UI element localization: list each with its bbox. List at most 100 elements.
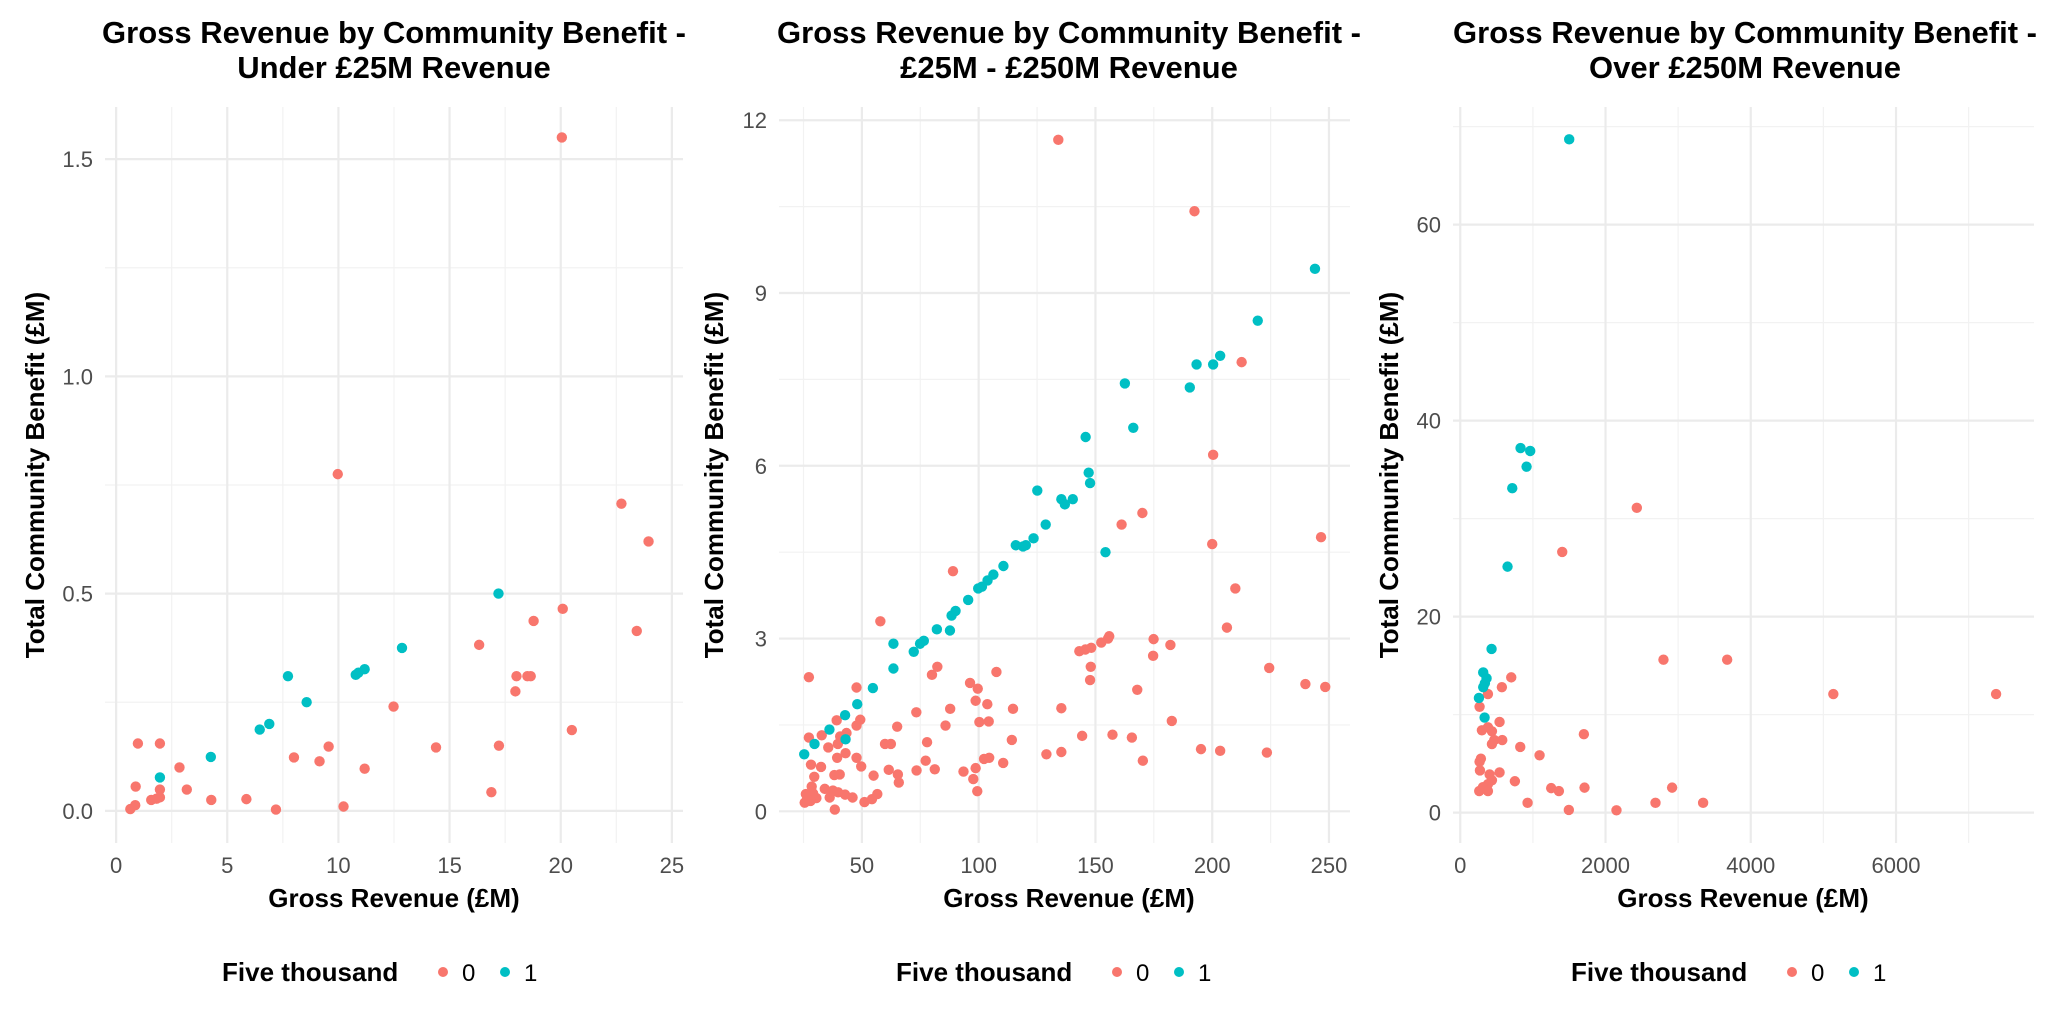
y-tick-label: 1.5 xyxy=(62,147,93,172)
panel-title-line-2: Under £25M Revenue xyxy=(237,50,551,85)
data-point-series-0 xyxy=(1506,672,1517,683)
data-point-series-1 xyxy=(1100,546,1111,558)
x-axis-title: Gross Revenue (£M) xyxy=(943,883,1194,913)
data-point-series-1 xyxy=(205,751,217,763)
y-tick-label: 3 xyxy=(755,627,767,652)
data-point-series-0 xyxy=(803,671,815,683)
data-point-series-1 xyxy=(1020,540,1032,551)
data-point-series-0 xyxy=(809,771,820,782)
y-tick-label: 20 xyxy=(1417,605,1441,630)
data-point-series-0 xyxy=(1631,502,1643,514)
y-tick-label: 40 xyxy=(1417,409,1441,434)
data-point-series-1 xyxy=(973,583,984,594)
data-point-series-0 xyxy=(1300,678,1311,690)
data-point-series-0 xyxy=(1579,782,1590,793)
data-point-series-0 xyxy=(1195,743,1207,755)
data-point-series-0 xyxy=(1221,622,1233,633)
data-points xyxy=(1473,134,2002,816)
data-point-series-0 xyxy=(1474,701,1485,712)
legend: Five thousand 0 1 xyxy=(222,957,537,987)
data-point-series-1 xyxy=(946,610,957,621)
data-point-series-0 xyxy=(132,738,144,749)
data-point-series-1 xyxy=(914,638,926,649)
data-point-series-1 xyxy=(962,594,974,606)
data-point-series-0 xyxy=(1658,654,1669,665)
x-tick-label: 4000 xyxy=(1726,853,1775,878)
legend-marker-0 xyxy=(1112,967,1122,977)
data-point-series-1 xyxy=(396,642,408,654)
data-point-series-0 xyxy=(1474,785,1485,797)
data-point-series-0 xyxy=(834,769,845,780)
legend-title: Five thousand xyxy=(222,957,398,987)
gridlines xyxy=(779,107,1350,843)
legend-marker-0 xyxy=(438,967,448,977)
data-point-series-0 xyxy=(1207,538,1218,550)
data-point-series-0 xyxy=(815,761,827,773)
data-point-series-0 xyxy=(831,752,843,763)
data-point-series-0 xyxy=(920,755,931,766)
data-point-series-1 xyxy=(1083,467,1094,478)
y-tick-label: 0.5 xyxy=(62,582,93,607)
data-point-series-0 xyxy=(270,804,282,815)
y-tick-label: 9 xyxy=(755,281,767,306)
y-tick-label: 1.0 xyxy=(62,364,93,389)
data-point-series-0 xyxy=(1486,738,1498,750)
data-point-series-0 xyxy=(1056,703,1067,714)
data-point-series-0 xyxy=(991,666,1002,678)
data-point-series-0 xyxy=(883,764,894,776)
data-point-series-0 xyxy=(288,752,300,763)
data-point-series-0 xyxy=(805,795,816,807)
data-point-series-1 xyxy=(1507,483,1518,494)
data-point-series-0 xyxy=(1116,519,1127,530)
legend-label-0: 0 xyxy=(1136,960,1149,987)
data-point-series-0 xyxy=(332,468,343,480)
data-point-series-0 xyxy=(493,740,505,751)
data-point-series-1 xyxy=(867,682,879,694)
tick-labels: 0 3 6 9 12 50 100 150 200 250 xyxy=(743,108,1348,878)
panel-title-line-1: Gross Revenue by Community Benefit - xyxy=(102,15,686,50)
data-point-series-0 xyxy=(174,762,185,773)
data-point-series-0 xyxy=(831,715,842,726)
panel-title-line-1: Gross Revenue by Community Benefit - xyxy=(777,15,1361,50)
data-point-series-0 xyxy=(964,677,976,689)
data-point-series-0 xyxy=(181,784,193,795)
data-point-series-0 xyxy=(805,759,817,770)
y-axis-title: Total Community Benefit (£M) xyxy=(699,292,729,658)
data-point-series-0 xyxy=(824,792,835,803)
data-point-series-0 xyxy=(1096,637,1107,648)
data-point-series-1 xyxy=(1207,359,1219,370)
data-point-series-0 xyxy=(1474,756,1485,767)
data-point-series-1 xyxy=(1040,519,1051,530)
data-point-series-0 xyxy=(868,770,879,781)
data-point-series-1 xyxy=(1067,493,1078,505)
x-tick-label: 15 xyxy=(437,853,461,878)
data-point-series-0 xyxy=(616,498,627,509)
data-point-series-1 xyxy=(1502,561,1513,572)
data-point-series-0 xyxy=(851,720,862,731)
data-point-series-0 xyxy=(1126,732,1138,743)
data-point-series-1 xyxy=(264,718,275,730)
data-point-series-0 xyxy=(823,742,834,753)
data-point-series-1 xyxy=(1084,477,1096,489)
data-point-series-0 xyxy=(891,721,903,732)
data-point-series-0 xyxy=(1474,765,1486,776)
data-point-series-0 xyxy=(829,804,841,815)
legend-marker-0 xyxy=(1787,967,1797,977)
legend-label-1: 1 xyxy=(524,960,537,987)
data-point-series-0 xyxy=(473,639,485,651)
data-point-series-0 xyxy=(1534,750,1545,761)
data-point-series-0 xyxy=(1166,715,1178,727)
data-point-series-0 xyxy=(130,800,141,811)
legend-label-0: 0 xyxy=(1811,960,1824,987)
panel-25m-to-250m: Gross Revenue by Community Benefit - £25… xyxy=(699,15,1361,987)
data-point-series-1 xyxy=(1473,692,1485,704)
data-point-series-0 xyxy=(972,683,983,694)
x-tick-label: 10 xyxy=(326,853,350,878)
x-tick-label: 250 xyxy=(1311,853,1348,878)
y-axis-title: Total Community Benefit (£M) xyxy=(1374,292,1404,658)
gridlines xyxy=(105,107,683,843)
data-point-series-0 xyxy=(851,752,862,763)
data-point-series-0 xyxy=(556,132,568,143)
data-point-series-0 xyxy=(557,603,568,615)
